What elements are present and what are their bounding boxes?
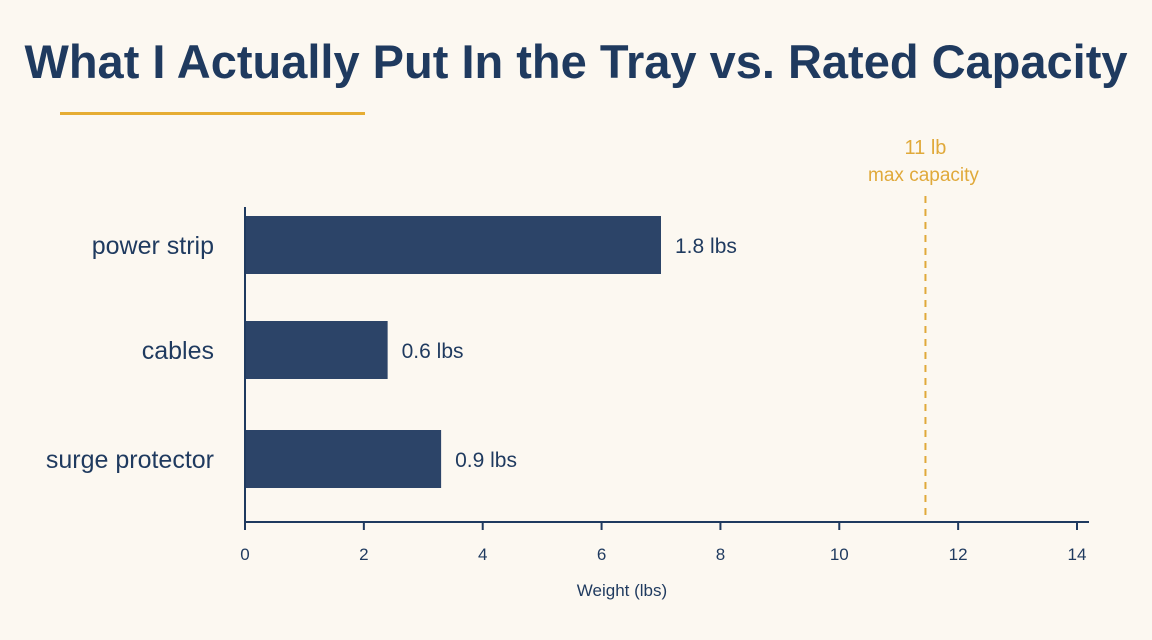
category-label: cables <box>142 337 214 365</box>
bar <box>245 321 388 379</box>
bars-group: power strip 1.8 lbs cables 0.6 lbs surge pro… <box>46 216 737 488</box>
x-ticks-group: 0 2 4 6 8 10 12 14 <box>240 522 1086 564</box>
x-axis-title: Weight (lbs) <box>577 581 667 600</box>
chart-title: What I Actually Put In the Tray vs. Rate… <box>24 35 1128 88</box>
bar <box>245 430 442 488</box>
x-tick-label: 10 <box>830 545 849 564</box>
x-tick-label: 12 <box>949 545 968 564</box>
value-label: 0.9 lbs <box>455 449 517 472</box>
x-tick-label: 2 <box>359 545 368 564</box>
x-tick-label: 6 <box>597 545 606 564</box>
x-tick-label: 4 <box>478 545 487 564</box>
category-label: power strip <box>92 232 214 260</box>
value-label: 0.6 lbs <box>402 340 464 363</box>
max-capacity-value: 11 lb <box>905 137 947 159</box>
title-underline <box>60 112 365 115</box>
max-capacity-reference: 11 lb max capacity <box>868 137 979 520</box>
axes-group <box>244 207 1089 530</box>
category-label: surge protector <box>46 446 214 474</box>
bar <box>245 216 661 274</box>
x-tick-label: 14 <box>1068 545 1087 564</box>
x-tick-label: 0 <box>240 545 249 564</box>
max-capacity-label: max capacity <box>868 165 979 186</box>
value-label: 1.8 lbs <box>675 235 737 258</box>
x-tick-label: 8 <box>716 545 725 564</box>
